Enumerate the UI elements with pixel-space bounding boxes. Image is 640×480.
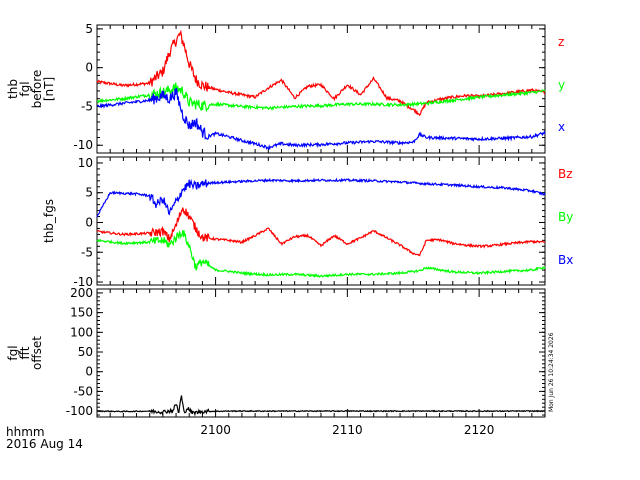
panel-2-frame — [96, 156, 546, 286]
panel-1-ytick-label: 0 — [85, 61, 93, 75]
panel-2-ylabel: thb_fgs — [42, 199, 56, 243]
panel-1-ytick-label: -10 — [73, 138, 93, 152]
panel-1-ylabel-line-4: [nT] — [42, 77, 56, 101]
panel-3-ylabel-line-3: offset — [30, 336, 44, 370]
panel-2-ytick-label: 5 — [85, 186, 93, 200]
panel-1-ylabel-line-3: before — [30, 70, 44, 109]
time-units-label: hhmm — [6, 425, 45, 439]
panel-1-ytick-label: -5 — [81, 99, 93, 113]
panel-2-ytick-label: -5 — [81, 245, 93, 259]
panel-1-ytick-label: 5 — [85, 22, 93, 36]
panel-3-ytick-label: 200 — [70, 286, 93, 300]
panel-2-series-bz — [96, 207, 545, 257]
panel-2-ytick-label: -10 — [73, 275, 93, 289]
panel-3-ylabel-line-2: fft — [18, 346, 32, 359]
panel-3-ytick-label: -50 — [73, 384, 93, 398]
panel-2-series-by — [96, 229, 546, 279]
panel-3-ytick-label: 50 — [78, 345, 93, 359]
panel-3-ylabel-line-1: fgl — [6, 345, 20, 360]
panel-3-frame — [96, 288, 546, 418]
panel-3-ytick-label: -100 — [66, 404, 93, 418]
panel-1-series-y — [96, 82, 546, 113]
legend-by: By — [558, 210, 573, 224]
legend-z: z — [558, 35, 564, 49]
panel-3-ytick-label: 100 — [70, 325, 93, 339]
xtick-label: 2120 — [464, 423, 495, 437]
panel-3-series-offset — [96, 395, 546, 417]
panel-3-ytick-label: 150 — [70, 306, 93, 320]
creation-timestamp: Mon Jun 26 10:24:34 2026 — [548, 332, 555, 412]
xtick-label: 2110 — [332, 423, 363, 437]
panel-1-series-z — [96, 29, 546, 117]
legend-bz: Bz — [558, 167, 573, 181]
legend-x: x — [558, 120, 565, 134]
xtick-label: 2100 — [200, 423, 231, 437]
panel-2-ytick-label: 0 — [85, 215, 93, 229]
legend-y: y — [558, 78, 565, 92]
panel-2-series-bx — [96, 177, 546, 218]
date-label: 2016 Aug 14 — [6, 437, 83, 451]
panel-1-ylabel-line-2: fgl — [18, 81, 32, 96]
legend-bx: Bx — [558, 253, 573, 267]
panel-2-ytick-label: 10 — [78, 156, 93, 170]
series-layer — [96, 29, 546, 417]
panel-3-ytick-label: 0 — [85, 365, 93, 379]
panel-1-series-x — [96, 87, 546, 151]
panel-1-ylabel-line-1: thb — [6, 79, 20, 99]
